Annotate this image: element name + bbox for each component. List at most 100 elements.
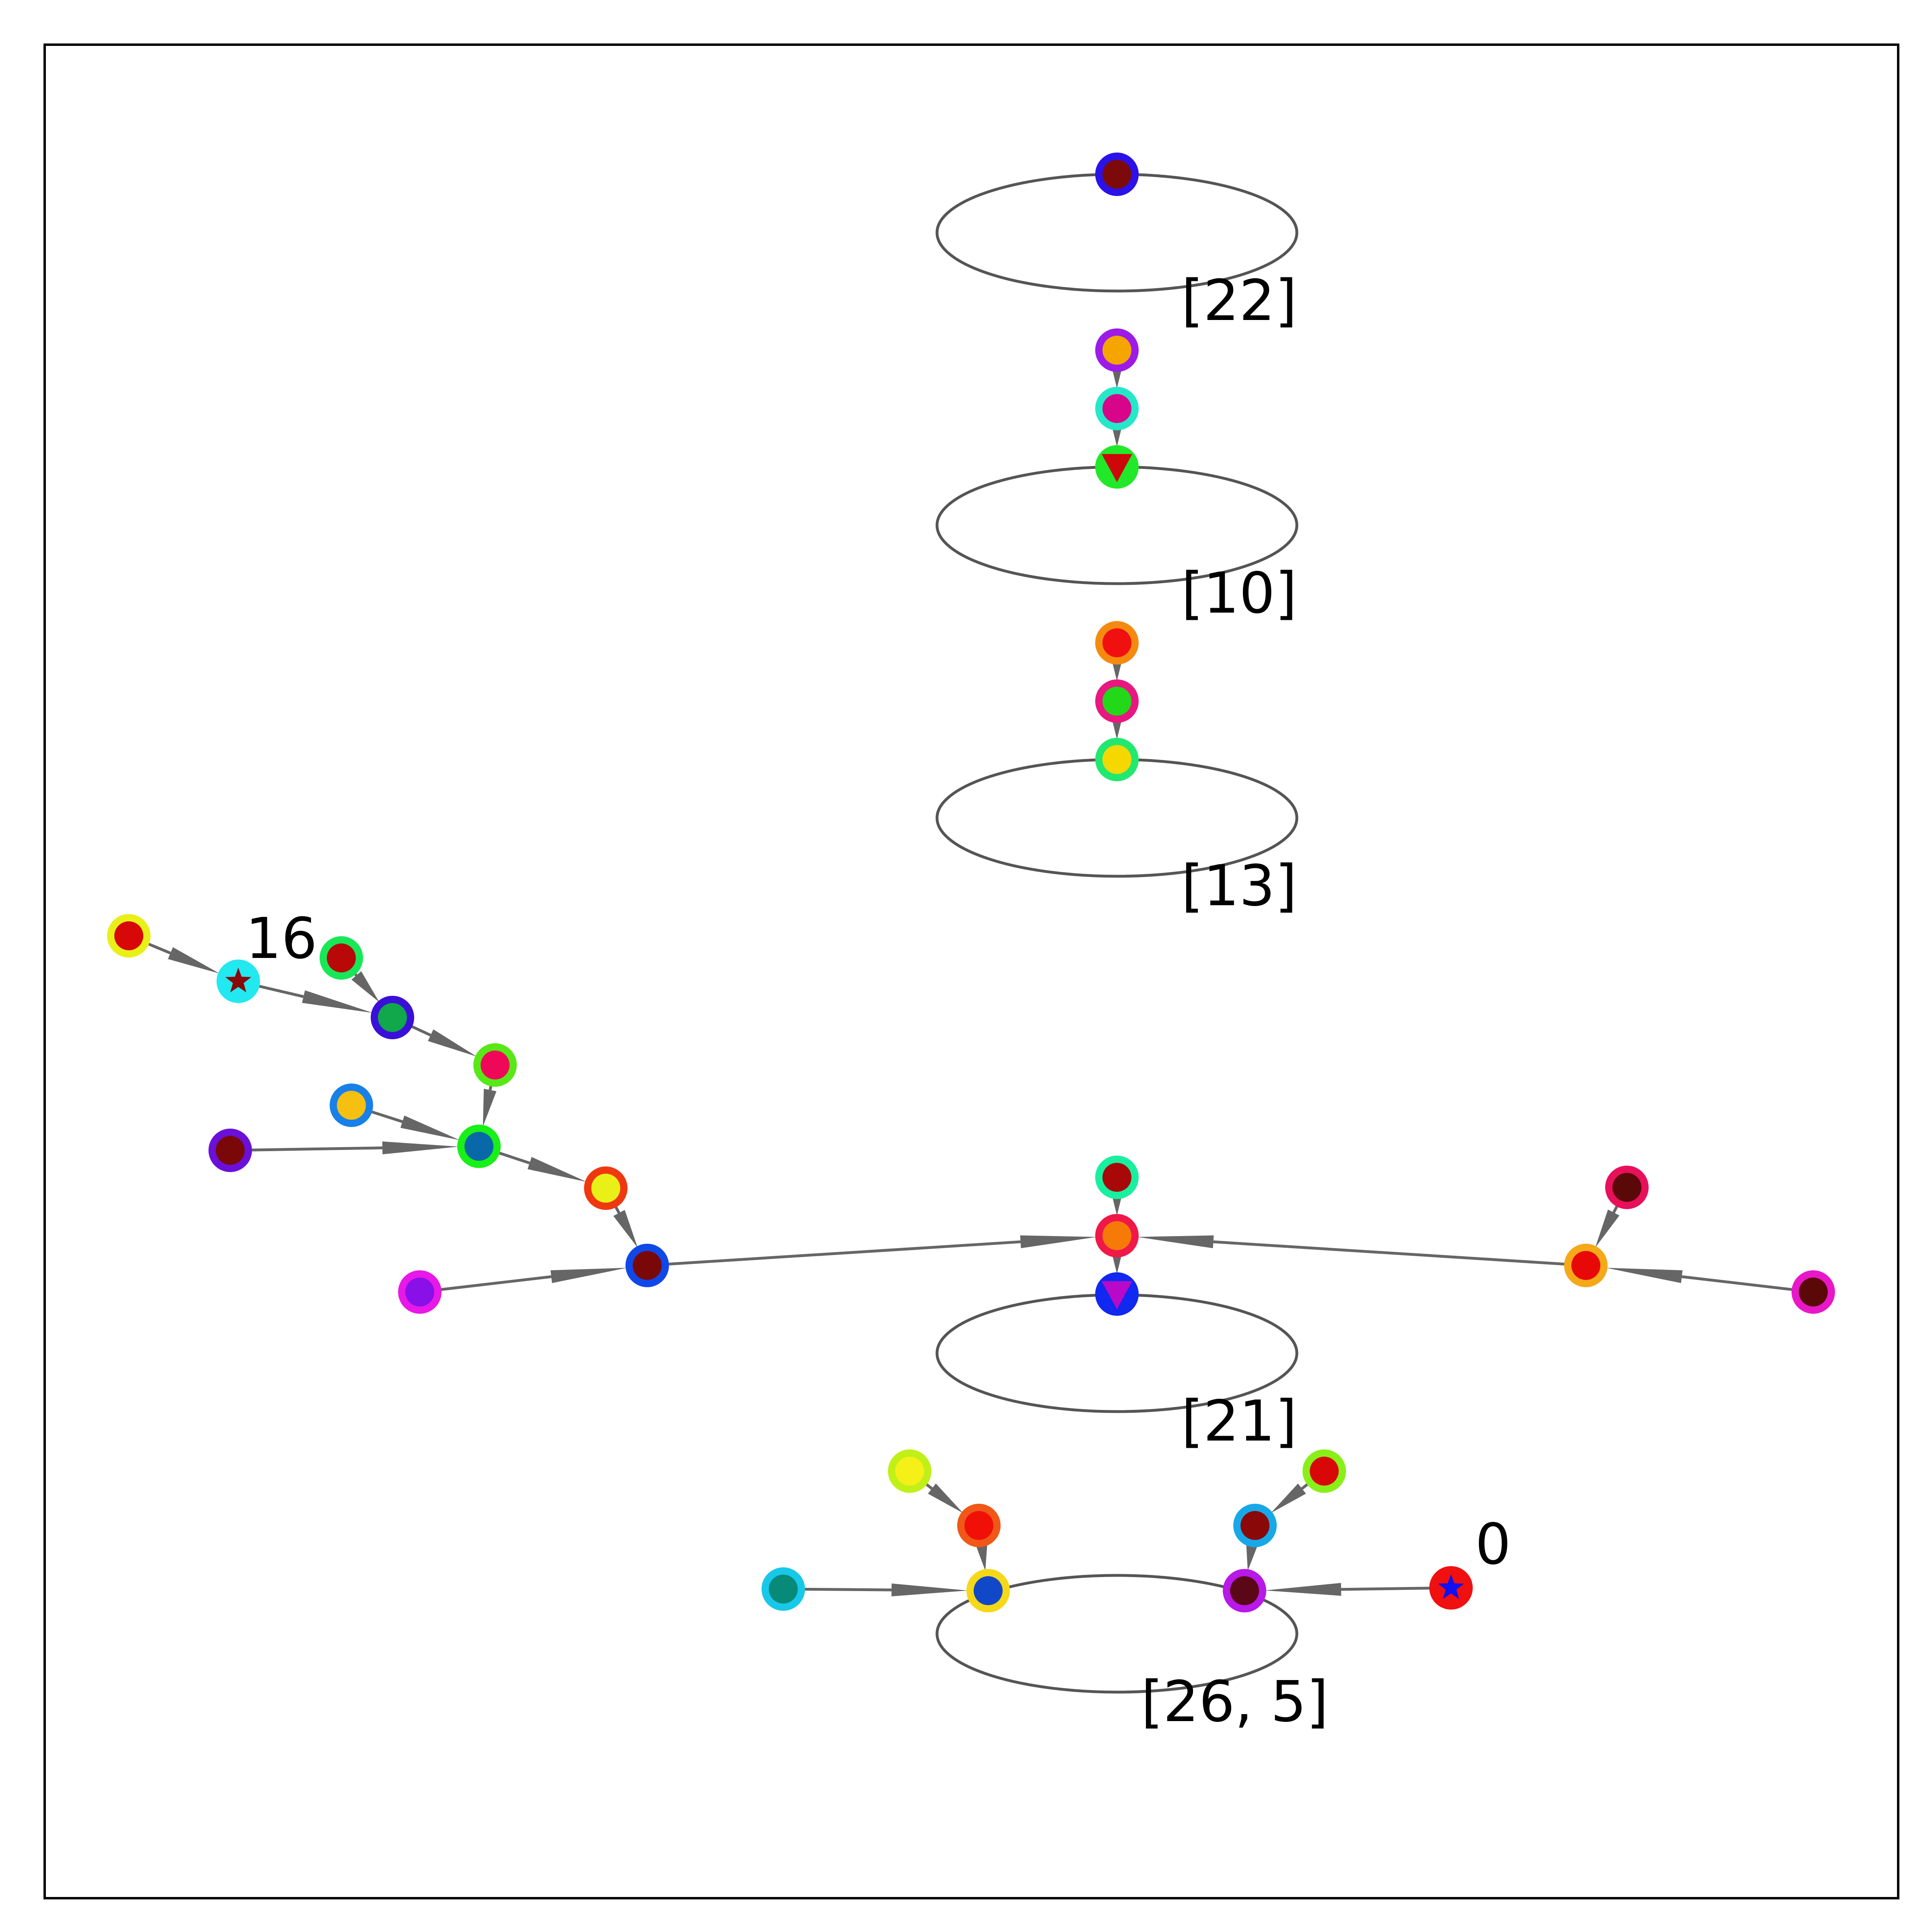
node-core <box>1102 1221 1131 1250</box>
node-core <box>964 1511 993 1540</box>
graph-node <box>1095 1214 1139 1257</box>
graph-node <box>473 1043 517 1087</box>
node-core <box>464 1132 493 1161</box>
graph-node <box>217 960 260 1003</box>
nodes <box>107 153 1835 1612</box>
graph-node <box>888 1449 931 1493</box>
graph-node <box>320 936 363 980</box>
graph-labels: [22] [10] [13] [21] [26, 5] 16 0 <box>246 268 1511 1735</box>
edge-line <box>230 1146 383 1152</box>
node-core <box>895 1457 924 1486</box>
arrow-head <box>974 1540 988 1571</box>
graph-node <box>1429 1566 1473 1610</box>
arrow-head <box>168 947 220 974</box>
graph-node <box>208 1129 252 1172</box>
node-core <box>1102 745 1131 774</box>
node-core <box>1102 160 1131 189</box>
graph-node <box>1095 1272 1139 1316</box>
arrow-head <box>1020 1235 1097 1249</box>
arrow-head <box>613 1210 638 1248</box>
node-label-16: 16 <box>246 906 317 972</box>
node-core <box>633 1251 662 1280</box>
node-triangle-marker <box>1102 454 1132 482</box>
node-core <box>1612 1173 1641 1202</box>
arrow-head <box>400 1115 460 1140</box>
graph-node <box>1095 738 1139 781</box>
node-core <box>1241 1511 1269 1540</box>
node-label-0: 0 <box>1475 1512 1511 1577</box>
arrow-head <box>302 990 373 1013</box>
arrow-head <box>351 971 380 1003</box>
node-core <box>114 921 143 950</box>
node-core <box>1310 1457 1339 1486</box>
edge-line <box>647 1240 1021 1267</box>
node-core <box>216 1136 245 1165</box>
edge-line <box>419 1275 552 1294</box>
node-star-marker <box>225 968 252 993</box>
graph-node <box>1095 328 1139 372</box>
graph-node <box>1302 1449 1346 1493</box>
arrow-head <box>550 1267 627 1283</box>
cycle-label-26-5: [26, 5] <box>1141 1669 1328 1735</box>
node-core <box>974 1576 1003 1605</box>
graph-node <box>1605 1166 1649 1209</box>
graph-node <box>1095 621 1139 665</box>
arrow-head <box>1271 1483 1306 1513</box>
node-core <box>591 1174 620 1203</box>
edge-line <box>1681 1275 1814 1294</box>
arrow-head <box>1246 1540 1259 1571</box>
node-triangle-marker <box>1102 1281 1132 1309</box>
node-core <box>1102 687 1131 716</box>
arrow-head <box>1606 1267 1683 1283</box>
edges <box>128 350 1814 1591</box>
cycle-label-22: [22] <box>1181 268 1297 334</box>
graph-node <box>1095 679 1139 723</box>
node-core <box>1102 1163 1131 1192</box>
graph-node <box>1564 1244 1608 1287</box>
node-star-marker <box>1438 1574 1464 1599</box>
graph-node <box>957 1504 1001 1547</box>
arrow-head <box>483 1088 497 1127</box>
node-core <box>1799 1278 1828 1307</box>
node-core <box>327 943 356 972</box>
cycle-label-21: [21] <box>1181 1389 1297 1454</box>
plot-frame <box>43 43 1899 1899</box>
graph-node <box>1095 387 1139 430</box>
node-core <box>769 1575 798 1604</box>
node-core <box>1102 394 1131 423</box>
node-core <box>378 1003 407 1032</box>
node-core <box>405 1278 434 1307</box>
cycle-ellipse-26-5 <box>935 1574 1298 1694</box>
graph-node <box>1095 445 1139 489</box>
graph-node <box>966 1569 1010 1612</box>
arrow-head <box>1595 1209 1620 1248</box>
graph-node <box>1792 1270 1835 1314</box>
graph-node <box>371 996 414 1039</box>
arrow-head <box>928 1483 963 1513</box>
node-core <box>1102 628 1131 657</box>
graph-node <box>762 1567 805 1611</box>
node-core <box>1102 336 1131 365</box>
node-core <box>1571 1251 1600 1280</box>
cycle-label-13: [13] <box>1181 853 1297 919</box>
edge-line <box>1213 1240 1586 1267</box>
arrow-heads <box>168 362 1683 1597</box>
graph-node <box>107 914 151 958</box>
arrow-head <box>891 1583 968 1597</box>
node-core <box>337 1091 366 1120</box>
graph-node <box>1095 153 1139 196</box>
arrow-head <box>1264 1583 1342 1596</box>
node-core <box>1230 1576 1259 1605</box>
graph-node <box>398 1270 442 1314</box>
graph-node <box>1223 1569 1266 1612</box>
graph-node <box>330 1084 373 1127</box>
arrow-head <box>428 1029 477 1057</box>
arrow-head <box>382 1141 459 1154</box>
graph-node <box>457 1125 501 1168</box>
graph-node <box>1233 1504 1277 1547</box>
arrow-head <box>1137 1235 1214 1249</box>
cycle-label-10: [10] <box>1181 561 1297 626</box>
node-core <box>481 1051 510 1080</box>
graph-node <box>1095 1156 1139 1199</box>
